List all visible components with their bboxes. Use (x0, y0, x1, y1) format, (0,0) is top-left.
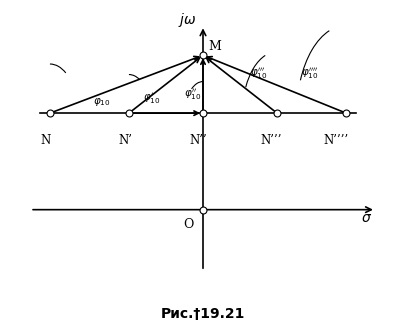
Text: $\varphi_{10}$: $\varphi_{10}$ (93, 96, 111, 108)
Text: M: M (207, 40, 220, 52)
Text: $\varphi_{10}^{\prime\prime\prime\prime}$: $\varphi_{10}^{\prime\prime\prime\prime}… (300, 66, 318, 81)
Text: Рис.†19.21: Рис.†19.21 (160, 307, 245, 321)
Text: $\varphi_{10}^{\prime\prime}$: $\varphi_{10}^{\prime\prime}$ (184, 87, 201, 102)
Text: N’’: N’’ (189, 134, 207, 147)
Text: O: O (183, 218, 193, 232)
Text: N’’’: N’’’ (260, 134, 281, 147)
Text: N’: N’ (118, 134, 132, 147)
Text: $j\omega$: $j\omega$ (177, 11, 196, 29)
Text: N: N (41, 134, 51, 147)
Text: N’’’’: N’’’’ (323, 134, 348, 147)
Text: $\varphi_{10}^{\prime}$: $\varphi_{10}^{\prime}$ (143, 91, 160, 106)
Text: $\sigma$: $\sigma$ (360, 212, 371, 225)
Text: $\varphi_{10}^{\prime\prime\prime}$: $\varphi_{10}^{\prime\prime\prime}$ (249, 66, 266, 81)
